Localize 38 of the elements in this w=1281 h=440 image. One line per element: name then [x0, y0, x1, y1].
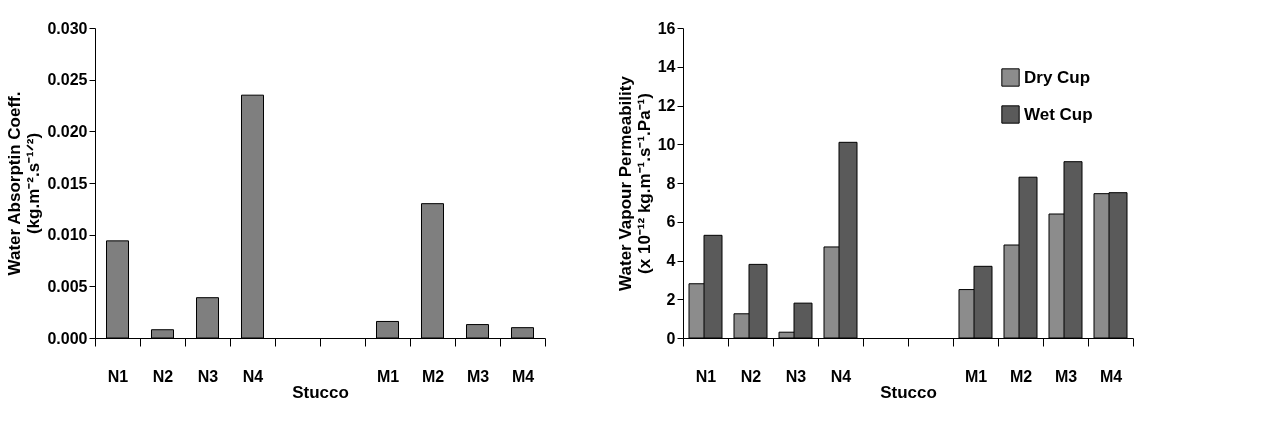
y-axis-title: Water Vapour Permeability (x 10⁻¹² kg.m⁻¹.s⁻¹.Pa⁻¹)	[615, 75, 654, 291]
y-tick-label: 6	[666, 213, 676, 231]
y-tick-label: 0.000	[47, 329, 88, 347]
y-tick-label: 12	[657, 97, 676, 114]
y-tick-label: 0.015	[47, 174, 88, 192]
x-tick-label: N4	[242, 367, 264, 385]
x-tick-label: M1	[376, 367, 400, 385]
x-axis-title: Stucco	[292, 382, 349, 402]
y-tick-label: 0.025	[47, 71, 88, 89]
x-tick-label: M4	[1099, 367, 1123, 385]
x-tick-label: M2	[1009, 367, 1033, 385]
x-axis-title: Stucco	[880, 382, 937, 402]
x-tick-label: M1	[964, 367, 988, 385]
x-tick-label: N4	[830, 367, 852, 385]
y-tick-label: 2	[666, 290, 676, 308]
x-tick-label: M4	[511, 367, 535, 385]
y-tick-label: 10	[657, 135, 676, 153]
x-tick-label: N1	[107, 367, 129, 385]
y-tick-label: 0.005	[47, 277, 88, 295]
x-tick-label: M3	[1054, 367, 1078, 385]
x-tick-label: N2	[152, 367, 174, 385]
x-tick-label: N3	[785, 367, 807, 385]
x-tick-label: N2	[740, 367, 762, 385]
y-tick-label: 14	[657, 58, 676, 76]
y-tick-label: 0.010	[47, 226, 88, 244]
x-tick-label: N1	[695, 367, 717, 385]
y-tick-label: 0.030	[47, 19, 88, 37]
x-tick-label: N3	[197, 367, 219, 385]
y-tick-label: 0	[666, 329, 676, 347]
legend-label: Dry Cup	[1024, 67, 1091, 87]
y-tick-label: 0.020	[47, 122, 88, 140]
legend-label: Wet Cup	[1024, 104, 1093, 124]
y-tick-label: 16	[657, 19, 676, 37]
y-tick-label: 4	[666, 252, 676, 269]
x-tick-label: M2	[421, 367, 445, 385]
x-tick-label: M3	[466, 367, 490, 385]
y-axis-title: Water Absorptin Coeff. (kg.m⁻².s⁻¹ᐟ²)	[5, 91, 44, 276]
y-tick-label: 8	[666, 174, 676, 192]
